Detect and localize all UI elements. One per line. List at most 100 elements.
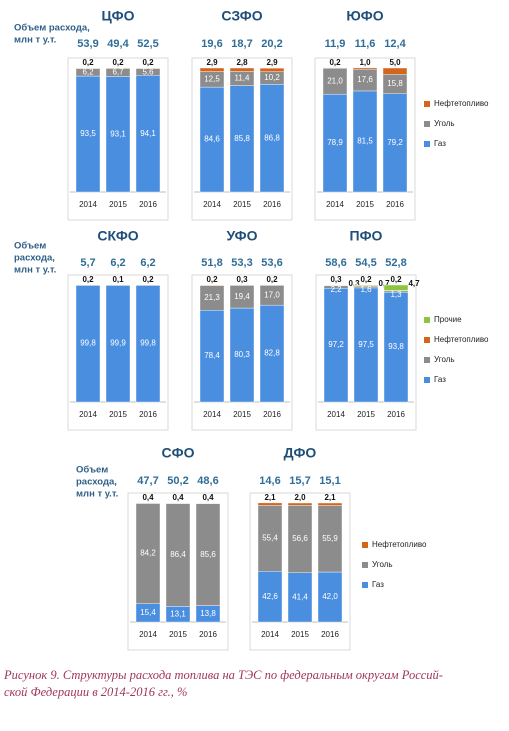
x-tick-label: 2014 xyxy=(79,410,97,419)
value-label: 0,2 xyxy=(390,275,402,284)
value-label: 10,2 xyxy=(264,73,280,82)
bar-segment xyxy=(195,503,221,504)
bar-segment xyxy=(229,67,255,72)
axis-label: расхода, xyxy=(14,253,55,264)
legend-label: Уголь xyxy=(372,560,393,569)
panel-title: ДФО xyxy=(284,445,317,461)
value-label: 4,7 xyxy=(408,279,420,288)
value-label: 55,9 xyxy=(322,534,338,543)
bar-segment xyxy=(199,67,225,72)
bar-segment xyxy=(259,84,285,193)
bar-segment xyxy=(317,502,343,506)
total-label: 47,7 xyxy=(137,475,158,487)
legend-swatch xyxy=(362,542,368,548)
panel-frame xyxy=(191,57,293,221)
total-label: 15,1 xyxy=(319,475,340,487)
panel-frame xyxy=(127,492,229,651)
x-tick-label: 2015 xyxy=(109,200,127,209)
value-label: 78,9 xyxy=(327,138,343,147)
x-tick-label: 2014 xyxy=(327,410,345,419)
panel-title: ПФО xyxy=(350,228,383,244)
value-label: 82,8 xyxy=(264,349,280,358)
x-tick-label: 2016 xyxy=(139,410,157,419)
axis-label: Объем xyxy=(14,241,46,252)
bar-segment xyxy=(322,93,348,193)
caption: ской Федерации в 2014-2016 гг., % xyxy=(4,685,187,699)
value-label: 93,8 xyxy=(388,342,404,351)
bar-segment xyxy=(317,505,343,573)
bar-segment xyxy=(353,284,379,287)
bar-segment xyxy=(75,284,101,286)
panel-title: СФО xyxy=(162,445,195,461)
x-tick-label: 2016 xyxy=(263,200,281,209)
legend-swatch xyxy=(424,141,430,147)
legend-swatch xyxy=(424,357,430,363)
x-tick-label: 2015 xyxy=(169,630,187,639)
total-label: 12,4 xyxy=(384,38,406,50)
value-label: 0,2 xyxy=(112,58,124,67)
bar-segment xyxy=(229,284,255,286)
value-label: 19,4 xyxy=(234,292,250,301)
bar-segment xyxy=(229,307,255,403)
value-label: 1,6 xyxy=(360,285,372,294)
legend-swatch xyxy=(424,377,430,383)
value-label: 99,8 xyxy=(80,339,96,348)
panel-frame xyxy=(67,57,169,221)
legend-label: Газ xyxy=(434,375,446,384)
value-label: 0,2 xyxy=(142,275,154,284)
value-label: 5,0 xyxy=(389,58,401,67)
value-label: 99,8 xyxy=(140,339,156,348)
total-label: 50,2 xyxy=(167,475,188,487)
value-label: 78,4 xyxy=(204,351,220,360)
panel-frame xyxy=(315,274,417,431)
panel-title: ЮФО xyxy=(346,8,383,24)
total-label: 48,6 xyxy=(197,475,218,487)
bar-segment xyxy=(287,505,313,573)
bar-segment xyxy=(259,304,285,403)
total-label: 51,8 xyxy=(201,257,222,269)
x-tick-label: 2014 xyxy=(326,200,344,209)
axis-label: Объем расхода, xyxy=(14,23,90,34)
axis-label: Объем xyxy=(76,465,108,476)
value-label: 41,4 xyxy=(292,592,308,601)
total-label: 49,4 xyxy=(107,38,129,50)
x-tick-label: 2014 xyxy=(261,630,279,639)
value-label: 0,2 xyxy=(82,275,94,284)
bar-segment xyxy=(259,284,285,286)
legend-swatch xyxy=(424,317,430,323)
total-label: 6,2 xyxy=(110,257,125,269)
value-label: 2,8 xyxy=(236,58,248,67)
value-label: 86,8 xyxy=(264,133,280,142)
value-label: 2,2 xyxy=(330,285,342,294)
panel-title: УФО xyxy=(226,228,257,244)
legend-label: Нефтетопливо xyxy=(434,99,489,108)
value-label: 97,2 xyxy=(328,340,344,349)
bar-segment xyxy=(257,505,283,572)
panel-frame xyxy=(249,492,351,651)
value-label: 0,2 xyxy=(82,58,94,67)
total-label: 6,2 xyxy=(140,257,155,269)
x-tick-label: 2016 xyxy=(386,200,404,209)
total-label: 58,6 xyxy=(325,257,346,269)
total-label: 18,7 xyxy=(231,38,252,50)
bar-segment xyxy=(287,572,313,623)
value-label: 0,2 xyxy=(266,275,278,284)
x-tick-label: 2015 xyxy=(233,410,251,419)
bar-segment xyxy=(322,67,348,95)
value-label: 6,7 xyxy=(112,67,124,76)
value-label: 1,0 xyxy=(359,58,371,67)
value-label: 1,3 xyxy=(390,290,402,299)
bar-segment xyxy=(382,93,408,193)
value-label: 97,5 xyxy=(358,340,374,349)
value-label: 0,3 xyxy=(330,275,342,284)
value-label: 5,6 xyxy=(142,67,154,76)
bar-segment xyxy=(135,75,161,193)
x-tick-label: 2016 xyxy=(139,200,157,209)
bar-segment xyxy=(382,67,408,75)
x-tick-label: 2016 xyxy=(263,410,281,419)
bar-segment xyxy=(165,502,191,504)
panel-frame xyxy=(67,274,169,431)
bar-segment xyxy=(353,287,379,403)
value-label: 0,4 xyxy=(172,493,184,502)
